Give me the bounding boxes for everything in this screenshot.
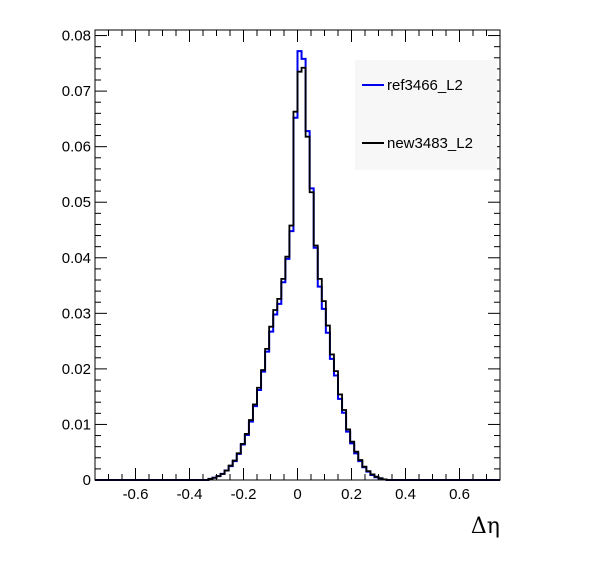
y-tick-label: 0.02 xyxy=(62,361,91,378)
y-tick-label: 0.07 xyxy=(62,83,91,100)
x-tick-label: 0 xyxy=(293,486,301,503)
x-tick-label: 0.2 xyxy=(341,486,362,503)
y-tick-label: 0.05 xyxy=(62,194,91,211)
y-tick-label: 0.04 xyxy=(62,250,91,267)
x-tick-label: 0.6 xyxy=(449,486,470,503)
legend-label: new3483_L2 xyxy=(387,135,473,152)
y-tick-label: 0.03 xyxy=(62,305,91,322)
axis-layer: -0.6 -0.4 -0.2 0 0.2 0.4 0.6 0 0.01 0.02 0.03 0.04 0… xyxy=(62,28,500,503)
y-tick-label: 0.06 xyxy=(62,139,91,156)
x-tick-label: -0.6 xyxy=(123,486,149,503)
x-axis-title: Δη xyxy=(471,514,500,539)
legend-box xyxy=(355,60,497,170)
y-tick-label: 0 xyxy=(83,472,91,489)
x-tick-label: 0.4 xyxy=(395,486,416,503)
y-tick-label: 0.08 xyxy=(62,28,91,45)
y-tick-label: 0.01 xyxy=(62,416,91,433)
x-tick-label: -0.4 xyxy=(177,486,203,503)
legend-label: ref3466_L2 xyxy=(387,77,463,94)
legend: ref3466_L2 new3483_L2 xyxy=(355,60,497,170)
x-tick-label: -0.2 xyxy=(231,486,257,503)
